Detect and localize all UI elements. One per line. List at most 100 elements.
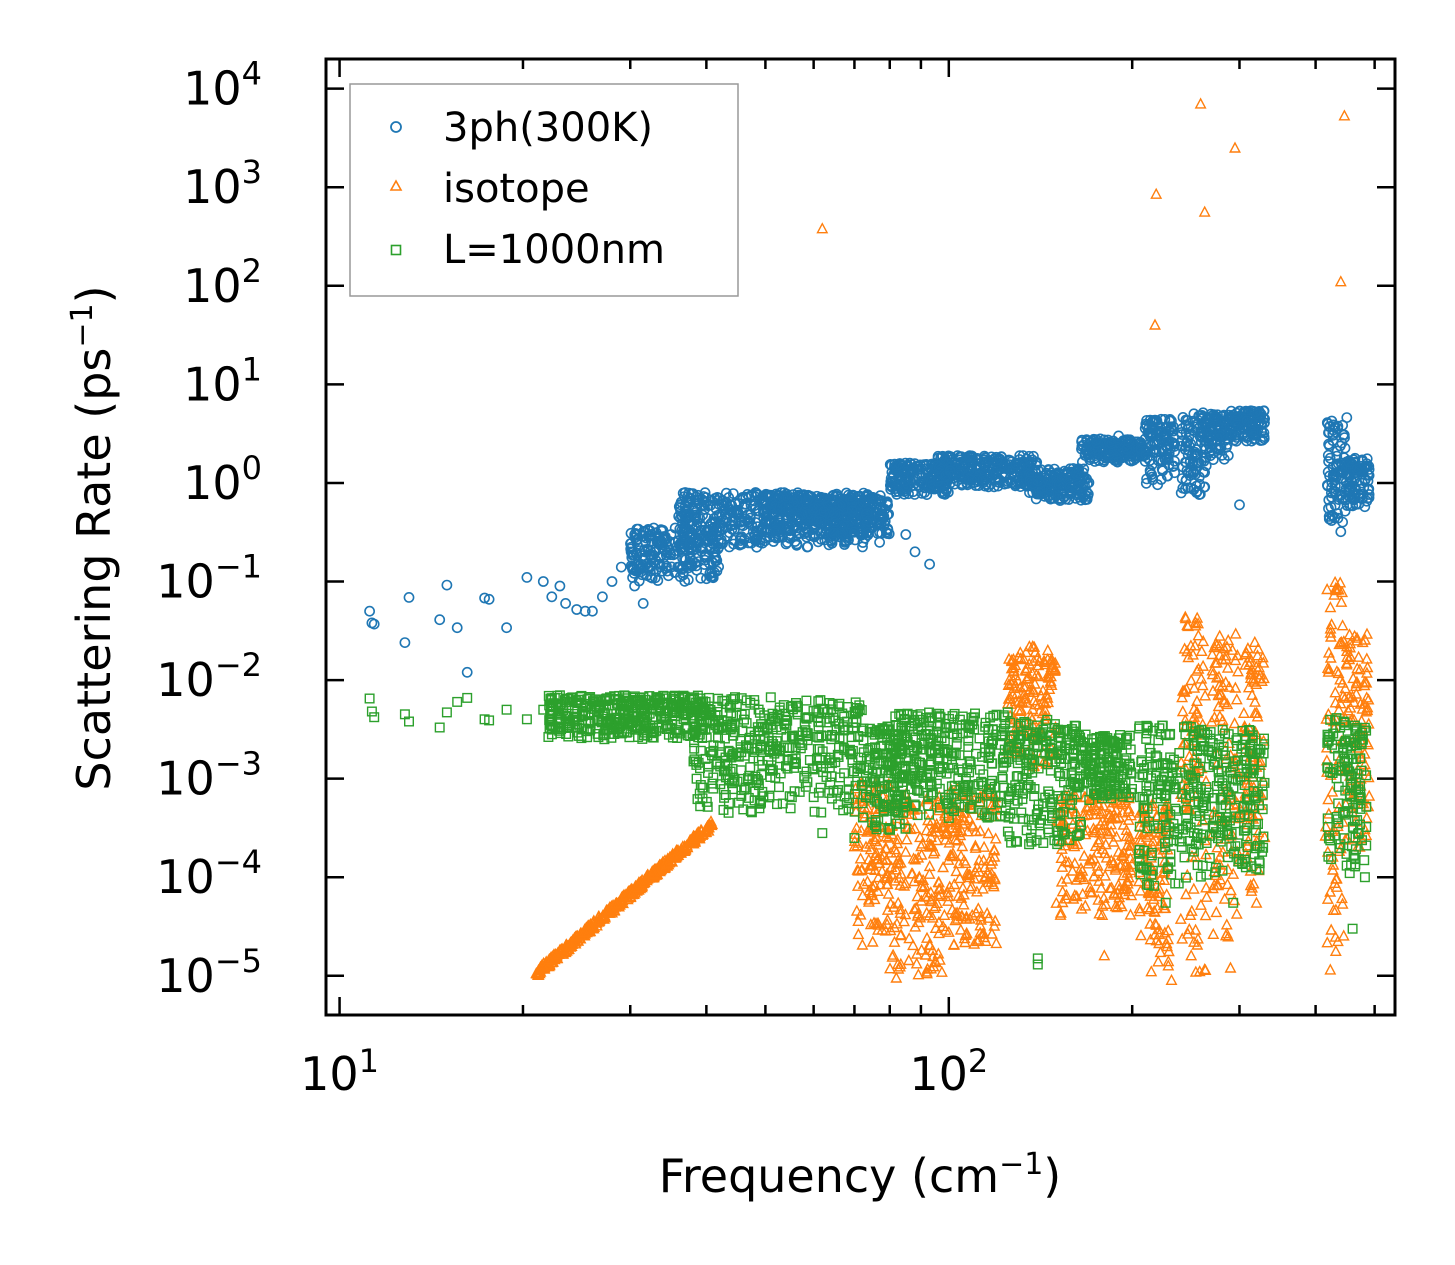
circle-point — [846, 505, 858, 517]
triangle-point — [1094, 817, 1107, 830]
circle-point — [715, 537, 727, 549]
triangle-point — [930, 817, 943, 829]
triangle-point — [1078, 849, 1091, 861]
triangle-point — [851, 879, 864, 891]
triangle-point — [1031, 651, 1044, 663]
triangle-point — [1321, 936, 1334, 948]
triangle-point — [937, 919, 949, 932]
triangle-point — [1132, 875, 1145, 887]
triangle-point — [854, 908, 867, 920]
triangle-point — [894, 903, 907, 915]
triangle-point — [920, 906, 933, 918]
triangle-point — [929, 921, 942, 933]
triangle-point — [977, 854, 990, 866]
triangle-point — [1239, 725, 1252, 738]
circle-point — [848, 526, 860, 538]
triangle-point — [1228, 717, 1241, 729]
triangle-point — [1121, 877, 1134, 889]
triangle-point — [1075, 902, 1088, 914]
triangle-point — [1091, 846, 1104, 858]
triangle-point — [1149, 318, 1161, 330]
triangle-point — [982, 875, 995, 888]
triangle-point — [1121, 874, 1134, 886]
triangle-point — [1189, 619, 1202, 631]
triangle-point — [1360, 652, 1373, 664]
triangle-point — [869, 849, 882, 861]
triangle-point — [978, 840, 991, 852]
triangle-point — [1006, 654, 1019, 667]
circle-point — [760, 510, 772, 521]
triangle-point — [538, 961, 551, 973]
circle-point — [907, 486, 919, 498]
triangle-point — [879, 841, 892, 854]
triangle-point — [862, 893, 875, 905]
triangle-point — [938, 908, 951, 920]
triangle-point — [1341, 650, 1354, 662]
triangle-point — [1014, 681, 1026, 693]
circle-point — [780, 490, 791, 502]
triangle-point — [899, 877, 912, 889]
triangle-point — [1218, 696, 1231, 708]
triangle-point — [1145, 965, 1158, 977]
triangle-point — [1349, 679, 1362, 692]
triangle-point — [1060, 892, 1073, 904]
triangle-point — [937, 861, 950, 873]
triangle-point — [1178, 642, 1191, 654]
triangle-point — [856, 938, 869, 950]
triangle-point — [909, 920, 922, 932]
triangle-point — [854, 852, 867, 864]
triangle-point — [1176, 932, 1189, 944]
triangle-point — [914, 830, 926, 843]
triangle-point — [1037, 695, 1050, 707]
circle-point — [658, 534, 670, 546]
triangle-point — [1176, 691, 1189, 703]
triangle-point — [1092, 864, 1105, 876]
circle-point — [773, 519, 784, 531]
triangle-point — [1055, 791, 1068, 803]
triangle-point — [1149, 917, 1162, 929]
triangle-point — [910, 957, 923, 969]
triangle-point — [1093, 833, 1106, 845]
circle-point — [861, 517, 873, 528]
circle-point — [862, 490, 874, 502]
triangle-point — [934, 882, 947, 894]
triangle-point — [848, 840, 861, 852]
triangle-point — [1347, 671, 1360, 684]
triangle-point — [1174, 912, 1187, 924]
triangle-point — [1248, 635, 1261, 647]
triangle-point — [908, 902, 921, 915]
triangle-point — [974, 919, 987, 931]
circle-point — [736, 538, 748, 550]
triangle-point — [1342, 704, 1354, 716]
triangle-point — [1229, 653, 1242, 666]
triangle-point — [1324, 626, 1337, 638]
triangle-point — [1118, 879, 1131, 891]
triangle-point — [1218, 892, 1231, 904]
circle-point — [791, 493, 803, 505]
triangle-point — [1039, 697, 1052, 709]
triangle-point — [1213, 639, 1226, 651]
triangle-point — [925, 962, 938, 974]
triangle-point — [1188, 702, 1200, 714]
triangle-point — [1257, 671, 1270, 684]
triangle-point — [1109, 900, 1122, 912]
triangle-point — [927, 960, 940, 972]
triangle-point — [872, 871, 885, 883]
triangle-point — [903, 932, 916, 944]
circle-point — [691, 520, 703, 531]
circle-point — [881, 498, 893, 509]
triangle-point — [916, 837, 929, 849]
triangle-point — [1358, 675, 1371, 687]
triangle-point — [1339, 691, 1351, 703]
triangle-point — [1118, 887, 1131, 900]
triangle-point — [1014, 646, 1027, 658]
triangle-point — [1049, 656, 1062, 668]
triangle-point — [1133, 905, 1146, 917]
triangle-point — [1189, 923, 1202, 935]
triangle-point — [1093, 907, 1106, 919]
triangle-point — [1192, 932, 1204, 944]
triangle-point — [1336, 897, 1349, 909]
triangle-point — [975, 913, 987, 925]
triangle-point — [1324, 622, 1337, 634]
